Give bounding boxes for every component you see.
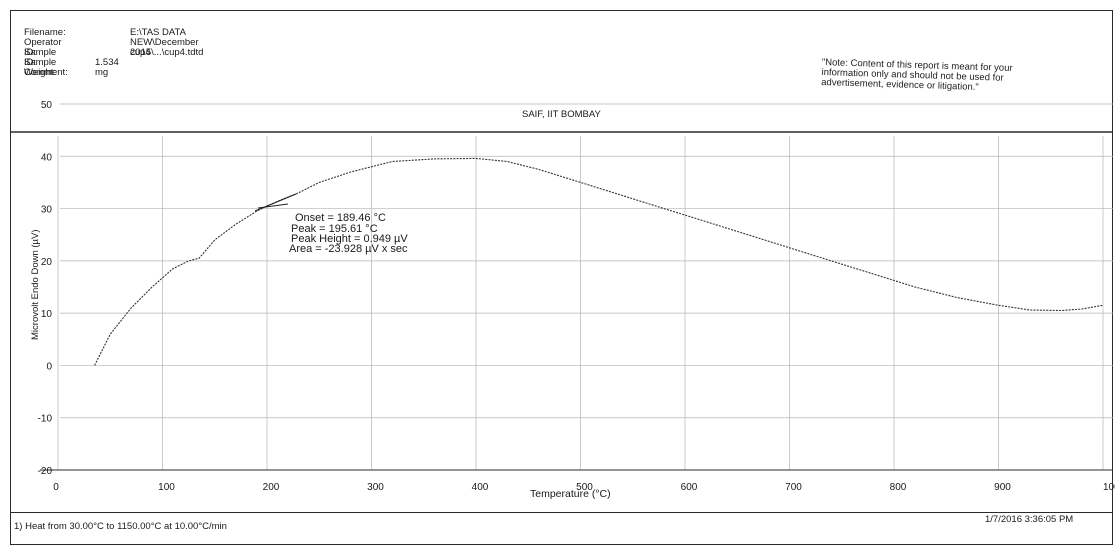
annotation-area: Area = -23.928 µV x sec: [289, 243, 408, 255]
filename-value: E:\TAS DATA NEW\December 2015\...\cup4.t…: [130, 27, 204, 58]
sample-id-label: Sample ID:: [24, 47, 57, 68]
x-tick-label: 100(: [1103, 482, 1115, 493]
y-tick-label: -10: [38, 414, 53, 425]
y-tick-label: 0: [46, 361, 52, 372]
onset-baseline-line: [257, 203, 289, 209]
comment-label: Comment:: [24, 67, 68, 78]
x-tick-label: 800: [890, 482, 907, 493]
y-tick-label: 30: [41, 205, 53, 216]
y-axis-label: Microvolt Endo Down (µV): [30, 229, 41, 340]
chart-title: SAIF, IIT BOMBAY: [522, 109, 601, 120]
sample-id-value: cup4: [130, 47, 151, 58]
y-tick-label: 20: [41, 257, 53, 268]
filename-label: Filename:: [24, 27, 66, 38]
annotation-peak: Peak = 195.61 °C: [291, 223, 378, 235]
dsc-curve: [94, 157, 1104, 366]
x-tick-label: 300: [367, 482, 384, 493]
y-tick-label: 50: [41, 100, 53, 111]
x-tick-label: 600: [681, 482, 698, 493]
annotation-peak-height: Peak Height = 0.949 µV: [291, 233, 408, 245]
annotation-onset: Onset = 189.46 °C: [295, 212, 386, 224]
x-tick-labels: 0 100 200 300 400 500 600 700 800 900 100(: [53, 482, 1115, 493]
method-text: 1) Heat from 30.00°C to 1150.00°C at 10.…: [14, 521, 227, 532]
timestamp-text: 1/7/2016 3:36:05 PM: [985, 514, 1074, 525]
onset-tangent-line: [254, 193, 297, 212]
x-axis-label: Temperature (°C): [530, 488, 611, 500]
report-frame: [10, 10, 1113, 545]
y-tick-labels: -20 -10 0 10 20 30 40 50: [38, 100, 53, 477]
x-tick-label: 900: [994, 482, 1011, 493]
x-tick-label: 400: [472, 482, 489, 493]
operator-id-label: Operator ID:: [24, 37, 62, 58]
footer-divider: [10, 512, 1113, 513]
x-tick-label: 500: [576, 482, 593, 493]
y-tick-label: -20: [38, 466, 53, 477]
chart-grid: [57, 103, 1113, 471]
x-tick-label: 700: [785, 482, 802, 493]
sample-weight-label: Sample Weight:: [24, 57, 57, 78]
x-tick-label: 200: [263, 482, 280, 493]
x-tick-label: 0: [53, 482, 59, 493]
sample-weight-value: 1.534 mg: [95, 57, 119, 78]
y-tick-label: 10: [41, 309, 53, 320]
y-tick-label: 40: [41, 152, 53, 163]
x-tick-label: 100: [158, 482, 175, 493]
